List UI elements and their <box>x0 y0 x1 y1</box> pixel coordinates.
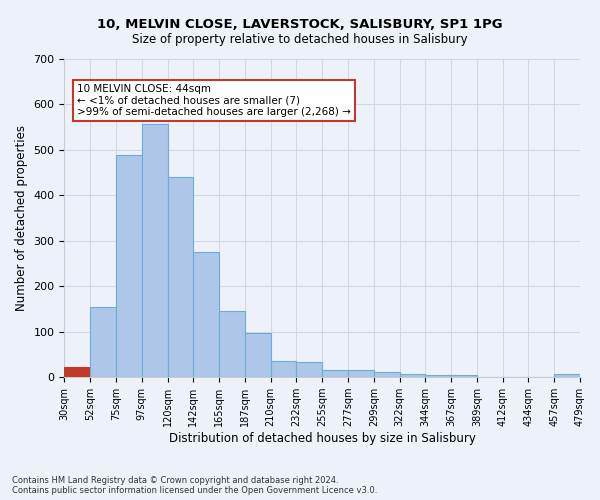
Bar <box>296 362 322 377</box>
Bar <box>167 177 193 377</box>
Y-axis label: Number of detached properties: Number of detached properties <box>15 125 28 311</box>
Bar <box>142 124 167 377</box>
Bar <box>193 252 219 377</box>
Text: 10, MELVIN CLOSE, LAVERSTOCK, SALISBURY, SP1 1PG: 10, MELVIN CLOSE, LAVERSTOCK, SALISBURY,… <box>97 18 503 30</box>
Bar <box>348 370 374 377</box>
Bar <box>374 372 400 377</box>
Bar <box>425 375 451 377</box>
Bar <box>90 307 116 377</box>
Text: Contains HM Land Registry data © Crown copyright and database right 2024.
Contai: Contains HM Land Registry data © Crown c… <box>12 476 377 495</box>
Bar <box>116 156 142 377</box>
Bar <box>219 312 245 377</box>
Bar <box>451 375 477 377</box>
Bar <box>322 370 348 377</box>
Bar <box>271 362 296 377</box>
X-axis label: Distribution of detached houses by size in Salisbury: Distribution of detached houses by size … <box>169 432 476 445</box>
Bar <box>554 374 580 377</box>
Bar <box>245 332 271 377</box>
Bar <box>64 367 90 377</box>
Text: 10 MELVIN CLOSE: 44sqm
← <1% of detached houses are smaller (7)
>99% of semi-det: 10 MELVIN CLOSE: 44sqm ← <1% of detached… <box>77 84 351 117</box>
Text: Size of property relative to detached houses in Salisbury: Size of property relative to detached ho… <box>132 32 468 46</box>
Bar <box>400 374 425 377</box>
